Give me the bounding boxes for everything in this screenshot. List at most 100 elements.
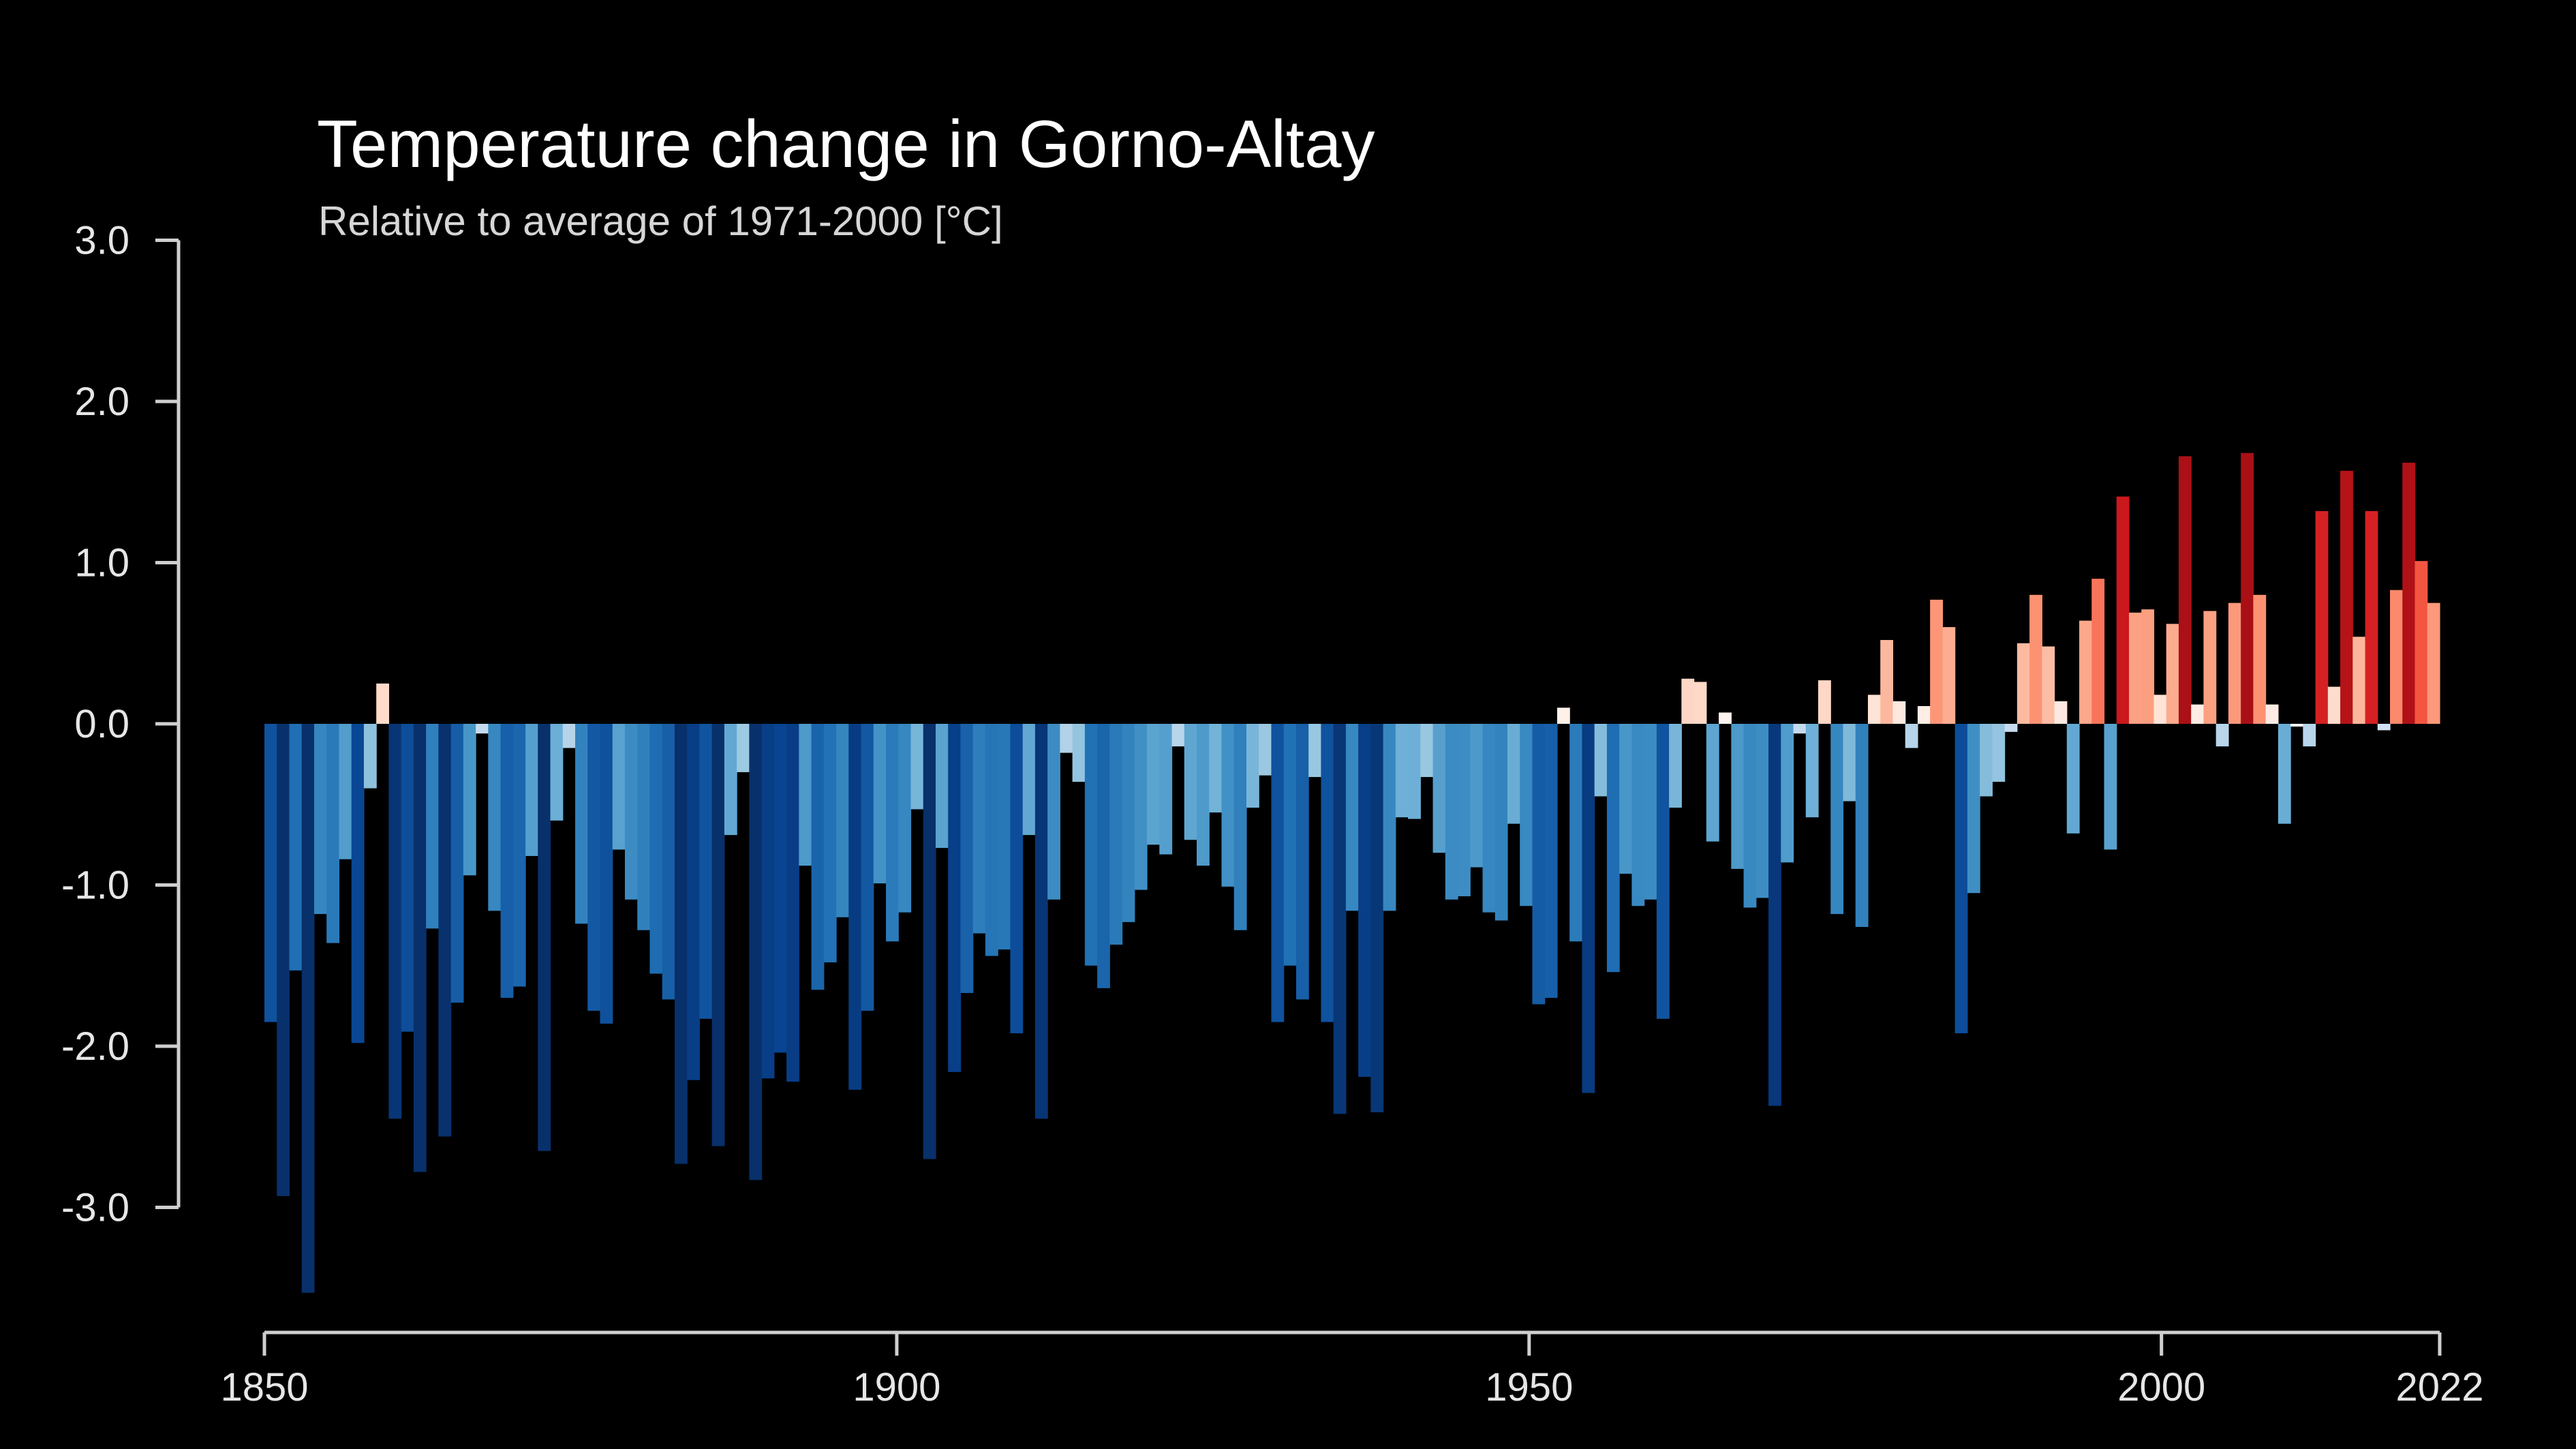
y-tick-label: -2.0	[61, 1024, 129, 1069]
chart-title: Temperature change in Gorno-Altay	[317, 106, 1375, 181]
bar-1910	[1010, 724, 1024, 1034]
bar-1909	[998, 724, 1011, 950]
bar-1954	[1557, 707, 1570, 724]
bar-1987	[1967, 724, 1980, 894]
bar-1941	[1395, 724, 1409, 818]
bar-1932	[1283, 724, 1297, 966]
chart-subtitle: Relative to average of 1971-2000 [°C]	[318, 198, 1003, 244]
x-tick-label: 2022	[2395, 1365, 2483, 1409]
bar-1875	[575, 724, 588, 924]
bar-1858	[363, 724, 377, 789]
bar-1866	[463, 724, 476, 876]
bar-1955	[1569, 724, 1583, 942]
bar-1977	[1843, 724, 1856, 802]
bar-1852	[289, 724, 303, 971]
bar-1885	[699, 724, 713, 1019]
bar-1882	[662, 724, 675, 1000]
bar-1907	[972, 724, 986, 934]
bar-1944	[1432, 724, 1446, 853]
bar-2005	[2191, 704, 2205, 724]
bar-1931	[1271, 724, 1285, 1022]
bar-1861	[401, 724, 414, 1032]
bar-1993	[2042, 646, 2055, 724]
bar-1908	[985, 724, 998, 956]
bar-2001	[2141, 609, 2155, 724]
bar-1894	[811, 724, 825, 990]
bar-1884	[687, 724, 700, 1080]
bar-1900	[886, 724, 899, 942]
bar-2022	[2402, 462, 2416, 724]
bar-1863	[426, 724, 439, 929]
bar-1899	[873, 724, 887, 884]
y-tick-label: 1.0	[74, 541, 129, 585]
bar-1957	[1594, 724, 1608, 797]
bar-2011	[2265, 704, 2279, 724]
y-tick-label: 2.0	[74, 380, 129, 424]
bar-1872	[538, 724, 551, 1151]
bar-1904	[935, 724, 949, 849]
bar-1925	[1197, 724, 1210, 866]
bar-1876	[587, 724, 601, 1011]
bar-1997	[2091, 579, 2105, 724]
bar-1867	[476, 724, 489, 734]
bar-2000	[2129, 612, 2142, 724]
bar-1868	[488, 724, 502, 911]
bar-1905	[948, 724, 962, 1072]
bar-2008	[2228, 603, 2241, 724]
bar-1893	[799, 724, 812, 866]
bar-2012	[2278, 724, 2291, 824]
bar-1923	[1171, 724, 1185, 747]
bar-1938	[1358, 724, 1371, 1077]
bar-2021	[2390, 590, 2403, 724]
bar-1980	[1880, 640, 1894, 724]
bar-1951	[1520, 724, 1533, 906]
bar-1949	[1494, 724, 1508, 921]
y-tick-label: 0.0	[74, 702, 129, 746]
bar-1972	[1781, 724, 1794, 863]
bar-1985	[1942, 627, 1956, 724]
bar-1992	[2029, 594, 2042, 724]
x-tick-label: 1850	[220, 1365, 308, 1409]
bar-1953	[1544, 724, 1558, 998]
bar-1912	[1034, 724, 1048, 1119]
bar-1995	[2066, 724, 2080, 834]
bar-1989	[1992, 724, 2006, 782]
bar-1886	[711, 724, 725, 1146]
bar-1942	[1408, 724, 1421, 819]
bar-1929	[1246, 724, 1259, 808]
bar-1873	[550, 724, 564, 821]
bar-2015	[2315, 510, 2329, 724]
bar-1887	[724, 724, 737, 836]
bar-1960	[1631, 724, 1645, 906]
y-tick-label: 3.0	[74, 219, 129, 263]
bar-1859	[376, 683, 389, 724]
bar-1913	[1047, 724, 1060, 900]
bar-1935	[1321, 724, 1334, 1022]
bar-1974	[1805, 724, 1819, 818]
bar-1856	[339, 724, 352, 859]
bar-1959	[1619, 724, 1632, 874]
bar-2023	[2414, 561, 2428, 724]
bar-2018	[2352, 637, 2366, 724]
bar-1952	[1532, 724, 1546, 1005]
bar-1924	[1184, 724, 1197, 840]
bar-1966	[1706, 724, 1719, 842]
bar-1860	[388, 724, 402, 1119]
bar-1936	[1333, 724, 1347, 1114]
bar-1877	[600, 724, 613, 1024]
bar-1880	[637, 724, 651, 930]
bar-2019	[2365, 510, 2378, 724]
y-tick-label: -3.0	[61, 1186, 129, 1230]
bar-2003	[2166, 624, 2179, 724]
bar-2016	[2327, 686, 2341, 724]
bar-1969	[1743, 724, 1757, 908]
bar-1933	[1295, 724, 1309, 1000]
bar-1898	[861, 724, 874, 1011]
bar-1971	[1768, 724, 1781, 1106]
bar-1939	[1370, 724, 1384, 1112]
bar-1996	[2079, 620, 2092, 724]
bar-1855	[326, 724, 340, 943]
bar-1888	[737, 724, 750, 772]
bar-1948	[1482, 724, 1496, 913]
